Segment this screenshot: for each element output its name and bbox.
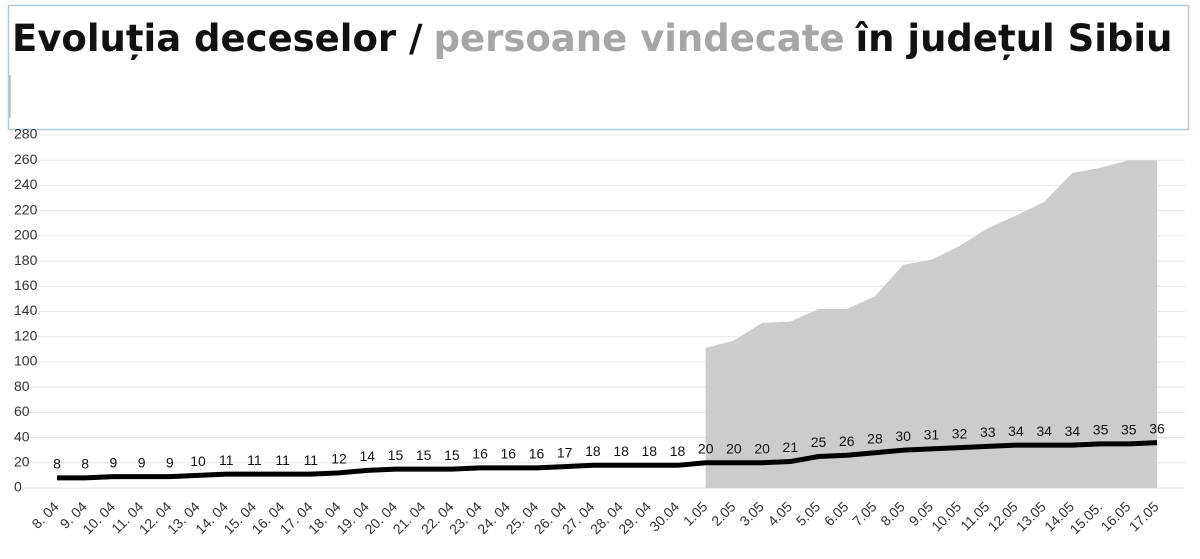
data-label: 25 — [811, 434, 827, 450]
x-tick-label: 10. 04 — [79, 498, 118, 537]
data-label: 8 — [81, 456, 89, 472]
data-label: 9 — [166, 454, 174, 470]
title-segment: în județul Sibiu — [855, 17, 1173, 60]
data-label: 18 — [585, 443, 601, 459]
x-tick-label: 17.05 — [1126, 498, 1162, 534]
data-label: 12 — [331, 451, 347, 467]
data-label: 11 — [219, 452, 234, 468]
data-label: 11 — [304, 452, 319, 468]
data-label: 15 — [388, 447, 404, 463]
y-tick-label: 160 — [14, 277, 38, 293]
data-label: 15 — [444, 447, 460, 463]
x-tick-label: 7.05 — [849, 498, 880, 529]
data-label: 11 — [247, 452, 262, 468]
data-label: 28 — [867, 430, 883, 446]
data-label: 8 — [53, 456, 61, 472]
data-label: 16 — [500, 446, 516, 462]
y-tick-label: 20 — [14, 453, 30, 469]
data-label: 31 — [924, 427, 940, 443]
data-label: 32 — [952, 425, 968, 441]
y-tick-label: 200 — [14, 227, 38, 243]
x-tick-label: 11.05 — [957, 498, 993, 534]
x-tick-label: 29. 04 — [615, 498, 654, 537]
data-label: 35 — [1093, 422, 1109, 438]
y-tick-label: 120 — [14, 327, 38, 343]
data-label: 30 — [895, 428, 911, 444]
y-tick-label: 280 — [14, 126, 38, 142]
y-tick-label: 220 — [14, 201, 38, 217]
data-label: 21 — [783, 439, 799, 455]
x-tick-label: 10.05 — [928, 498, 964, 534]
x-tick-label: 6.05 — [821, 498, 852, 529]
y-tick-label: 40 — [14, 428, 30, 444]
data-label: 26 — [839, 433, 855, 449]
data-label: 15 — [416, 447, 432, 463]
y-tick-label: 140 — [14, 302, 38, 318]
y-tick-label: 0 — [14, 479, 22, 495]
data-label: 10 — [190, 453, 206, 469]
chart-title: Evoluția deceselor / persoane vindecate în… — [12, 17, 1172, 60]
x-tick-label: 30.04 — [646, 498, 682, 534]
data-label: 34 — [1036, 423, 1052, 439]
title-box — [7, 4, 1190, 131]
data-label: 14 — [359, 448, 375, 464]
x-tick-label: 16.05 — [1097, 498, 1133, 534]
x-tick-label: 13.05 — [1013, 498, 1049, 534]
data-label: 16 — [529, 446, 545, 462]
x-tick-label: 3.05 — [736, 498, 767, 529]
data-label: 34 — [1065, 423, 1081, 439]
y-tick-label: 100 — [14, 353, 38, 369]
data-label: 18 — [642, 443, 658, 459]
x-tick-label: 15.05. — [1066, 498, 1105, 537]
data-label: 11 — [275, 452, 290, 468]
y-tick-label: 180 — [14, 252, 38, 268]
area — [705, 160, 1157, 488]
y-tick-label: 60 — [14, 403, 30, 419]
x-tick-label: 4.05 — [764, 498, 795, 529]
data-label: 16 — [472, 446, 488, 462]
line — [57, 440, 1158, 481]
data-label: 34 — [1008, 423, 1024, 439]
x-tick-label: 8. 04 — [28, 498, 61, 531]
data-label: 18 — [613, 443, 629, 459]
y-tick-label: 240 — [14, 176, 38, 192]
x-tick-label: 12.05 — [985, 498, 1021, 534]
data-label: 18 — [670, 443, 686, 459]
data-label: 36 — [1149, 420, 1165, 436]
title-segment: persoane vindecate — [434, 17, 845, 60]
y-tick-label: 260 — [14, 151, 38, 167]
x-tick-label: 1.05 — [680, 498, 711, 529]
data-label: 20 — [698, 440, 714, 456]
data-label: 17 — [557, 444, 573, 460]
y-tick-label: 80 — [14, 378, 30, 394]
data-label: 20 — [754, 440, 770, 456]
x-tick-label: 8.05 — [877, 498, 908, 529]
data-label: 20 — [726, 440, 742, 456]
x-tick-label: 2.05 — [708, 498, 739, 529]
data-label: 33 — [980, 424, 996, 440]
x-tick-label: 5.05 — [793, 498, 824, 529]
data-label: 35 — [1121, 422, 1137, 438]
data-label: 9 — [110, 454, 118, 470]
data-label: 9 — [138, 454, 146, 470]
title-segment: Evoluția deceselor / — [12, 17, 423, 60]
